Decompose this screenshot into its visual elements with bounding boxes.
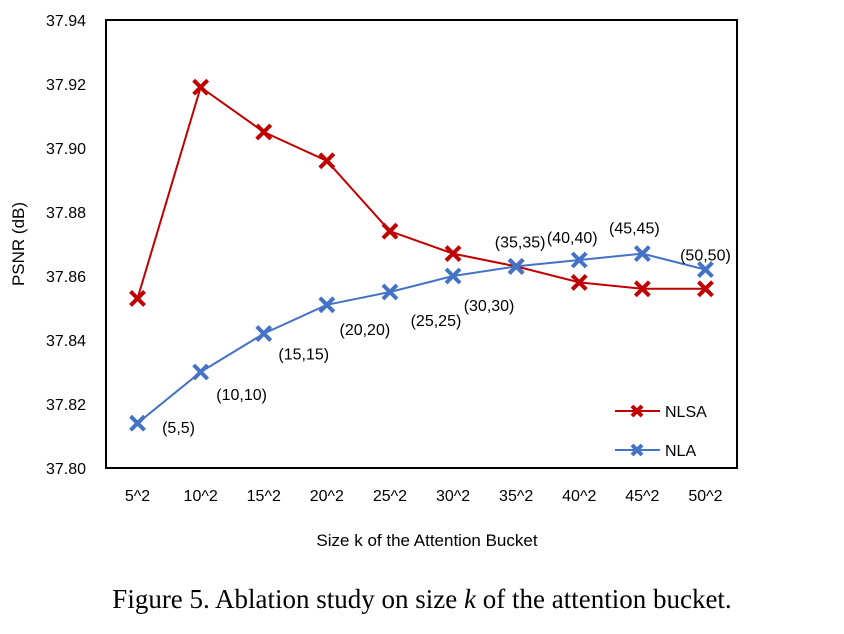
data-point-nla bbox=[570, 251, 588, 269]
data-point-nlsa bbox=[444, 245, 462, 263]
data-label: (45,45) bbox=[609, 221, 660, 238]
series-line-nla bbox=[136, 252, 706, 424]
data-label: (15,15) bbox=[278, 347, 329, 364]
y-tick-label: 37.94 bbox=[46, 13, 86, 30]
data-point-nlsa bbox=[318, 152, 336, 170]
caption-suffix: of the attention bucket. bbox=[476, 584, 732, 614]
data-point-nla bbox=[318, 296, 336, 314]
y-tick-label: 37.92 bbox=[46, 77, 86, 94]
data-label: (35,35) bbox=[495, 234, 546, 251]
x-tick-label: 40^2 bbox=[562, 488, 596, 505]
data-label: (30,30) bbox=[464, 298, 515, 315]
data-point-nlsa bbox=[192, 78, 210, 96]
data-point-nlsa bbox=[255, 123, 273, 141]
x-tick-label: 25^2 bbox=[373, 488, 407, 505]
x-tick-label: 20^2 bbox=[310, 488, 344, 505]
y-axis-title: PSNR (dB) bbox=[9, 202, 28, 286]
y-tick-label: 37.84 bbox=[46, 333, 86, 350]
legend-label-nla: NLA bbox=[665, 443, 696, 460]
data-point-nla bbox=[507, 257, 525, 275]
data-point-nlsa bbox=[697, 280, 714, 298]
data-label: (20,20) bbox=[339, 322, 390, 339]
data-label: (50,50) bbox=[680, 248, 731, 265]
y-tick-label: 37.80 bbox=[46, 461, 86, 478]
data-point-nla bbox=[381, 283, 399, 301]
data-point-nlsa bbox=[633, 280, 651, 298]
x-tick-label: 35^2 bbox=[499, 488, 533, 505]
data-point-nla bbox=[697, 261, 714, 279]
x-tick-label: 5^2 bbox=[125, 488, 150, 505]
data-label: (5,5) bbox=[162, 420, 195, 437]
x-tick-label: 45^2 bbox=[625, 488, 659, 505]
legend-label-nlsa: NLSA bbox=[665, 404, 707, 421]
x-tick-label: 10^2 bbox=[184, 488, 218, 505]
y-tick-label: 37.88 bbox=[46, 205, 86, 222]
data-label: (40,40) bbox=[547, 230, 598, 247]
series-line-nlsa bbox=[136, 85, 706, 299]
x-tick-label: 50^2 bbox=[688, 488, 722, 505]
chart: PSNR (dB) Size k of the Attention Bucket… bbox=[9, 13, 738, 550]
legend-marker-nlsa bbox=[630, 404, 644, 418]
data-label: (10,10) bbox=[216, 387, 267, 404]
data-point-nla bbox=[255, 325, 273, 343]
data-label: (25,25) bbox=[411, 313, 462, 330]
data-point-nlsa bbox=[129, 289, 146, 307]
data-point-nlsa bbox=[570, 273, 588, 291]
x-tick-label: 15^2 bbox=[247, 488, 281, 505]
legend-marker-nla bbox=[630, 443, 644, 457]
caption-variable: k bbox=[464, 584, 477, 614]
data-point-nla bbox=[192, 363, 210, 381]
data-point-nla bbox=[444, 267, 462, 285]
figure-caption: Figure 5. Ablation study on size k of th… bbox=[0, 584, 844, 615]
caption-prefix: Figure 5. Ablation study on size bbox=[112, 584, 465, 614]
data-point-nlsa bbox=[381, 222, 399, 240]
y-tick-label: 37.90 bbox=[46, 141, 86, 158]
x-axis-title: Size k of the Attention Bucket bbox=[316, 531, 537, 550]
data-point-nla bbox=[633, 245, 651, 263]
x-tick-label: 30^2 bbox=[436, 488, 470, 505]
plot-area-border bbox=[105, 19, 738, 469]
y-tick-label: 37.82 bbox=[46, 397, 86, 414]
y-tick-label: 37.86 bbox=[46, 269, 86, 286]
data-point-nla bbox=[129, 414, 146, 432]
